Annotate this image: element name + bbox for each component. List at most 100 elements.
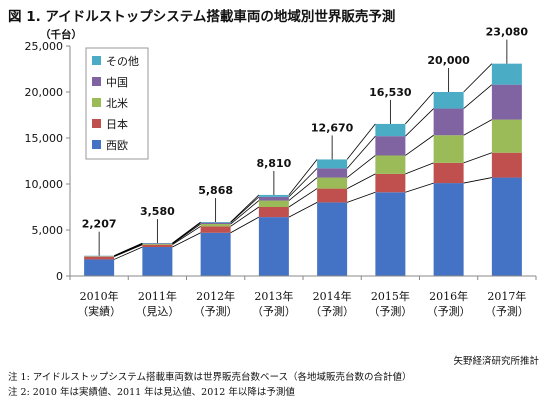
bar-segment xyxy=(433,183,464,276)
bar-segment xyxy=(375,173,406,193)
total-label: 2,207 xyxy=(82,218,117,231)
bar-segment xyxy=(375,192,406,276)
bar-segment xyxy=(375,123,406,137)
y-axis-unit: （千台） xyxy=(40,29,82,41)
total-label: 8,810 xyxy=(256,157,291,170)
x-tick-sublabel: （予測） xyxy=(427,304,471,318)
bar-segment xyxy=(200,224,231,227)
connector-lines xyxy=(113,63,493,260)
legend-swatch xyxy=(92,119,101,128)
bar-segment xyxy=(258,194,289,197)
x-tick-label: 2014年 xyxy=(313,289,352,303)
x-tick-label: 2016年 xyxy=(429,289,468,303)
connector-line xyxy=(405,182,434,193)
x-tick-label: 2015年 xyxy=(371,289,410,303)
bar-segment xyxy=(200,232,231,276)
axes: 0 5,000 10,000 15,000 20,000 25,000 xyxy=(25,40,537,283)
y-tick-label: 10,000 xyxy=(25,178,64,191)
bar-segment xyxy=(258,217,289,276)
bar-segment xyxy=(433,108,464,136)
connector-line xyxy=(230,206,260,227)
total-label: 23,080 xyxy=(486,26,529,39)
bar-segment xyxy=(375,136,406,156)
bar-segment xyxy=(200,222,231,223)
connector-line xyxy=(113,246,143,260)
x-tick-label: 2017年 xyxy=(487,289,526,303)
connector-line xyxy=(172,232,201,248)
connector-line xyxy=(346,155,376,178)
connector-line xyxy=(230,194,260,223)
connector-line xyxy=(288,159,318,196)
total-label: 12,670 xyxy=(311,121,354,134)
x-tick-label: 2013年 xyxy=(254,289,293,303)
bar-segment xyxy=(491,152,522,178)
x-tick-sublabel: （予測） xyxy=(252,304,296,318)
legend-label: その他 xyxy=(106,55,139,68)
x-tick-sublabel: （予測） xyxy=(485,304,529,318)
legend-label: 日本 xyxy=(106,117,128,131)
y-tick-label: 0 xyxy=(56,270,63,283)
bar-segment xyxy=(433,162,464,184)
legend-swatch xyxy=(92,56,101,65)
legend-swatch xyxy=(92,77,101,86)
bar-segment xyxy=(142,247,173,276)
connector-line xyxy=(113,244,143,258)
connector-line xyxy=(463,119,493,136)
connector-line xyxy=(288,177,318,201)
bar-segment xyxy=(84,259,115,276)
bar-segment xyxy=(433,135,464,163)
connector-line xyxy=(113,242,143,257)
connector-line xyxy=(230,196,260,223)
bar-segment xyxy=(142,243,173,245)
bar-segment xyxy=(317,188,348,203)
connector-line xyxy=(405,91,434,125)
legend-swatch xyxy=(92,98,101,107)
connector-line xyxy=(463,63,493,93)
x-tick-sublabel: （予測） xyxy=(194,304,238,318)
x-tick-sublabel: （予測） xyxy=(368,304,412,318)
connector-line xyxy=(405,134,434,156)
bar-segment xyxy=(317,177,348,189)
footnote-2: 注 2: 2010 年は実績値、2011 年は見込値、2012 年以降は予測値 xyxy=(8,387,295,398)
bar-segment xyxy=(491,63,522,85)
connector-line xyxy=(463,152,493,164)
y-tick-label: 20,000 xyxy=(25,86,64,99)
connector-line xyxy=(230,216,260,234)
connector-line xyxy=(463,84,493,109)
bar-segment xyxy=(200,226,231,233)
y-tick-label: 5,000 xyxy=(32,224,64,237)
legend-label: 西欧 xyxy=(106,139,128,152)
bar-segment xyxy=(142,244,173,248)
legend-label: 中国 xyxy=(106,76,128,89)
total-label: 3,580 xyxy=(140,205,175,218)
stacked-bar-chart: 0 5,000 10,000 15,000 20,000 25,000 2010年（実績）… xyxy=(25,26,537,318)
connector-line xyxy=(230,200,260,225)
bars xyxy=(84,63,522,276)
bar-segment xyxy=(317,159,348,169)
x-tick-sublabel: （予測） xyxy=(310,304,354,318)
connector-line xyxy=(405,108,434,137)
total-label: 20,000 xyxy=(427,54,470,67)
bar-segment xyxy=(258,200,289,207)
connector-line xyxy=(346,123,376,160)
legend-swatch xyxy=(92,140,101,149)
connector-line xyxy=(405,162,434,175)
connector-line xyxy=(172,221,201,244)
bar-segment xyxy=(433,92,464,109)
chart-title: 図 1. アイドルストップシステム搭載車両の地域別世界販売予測 xyxy=(8,9,396,25)
total-label: 16,530 xyxy=(369,86,412,99)
footnote-1: 注 1: アイドルストップシステム搭載車両数は世界販売台数ベース（各地域販売台数… xyxy=(8,372,412,383)
bar-segment xyxy=(317,168,348,178)
bar-segment xyxy=(84,256,115,260)
x-tick-label: 2010年 xyxy=(80,289,119,303)
connector-line xyxy=(463,177,492,184)
connector-line xyxy=(346,135,376,169)
bar-segment xyxy=(200,222,231,225)
bar-segment xyxy=(375,155,406,174)
x-tick-sublabel: （見込） xyxy=(135,305,179,318)
bar-segment xyxy=(491,84,522,120)
legend-label: 北米 xyxy=(106,97,128,110)
connector-line xyxy=(288,188,318,208)
bar-segment xyxy=(317,202,348,276)
